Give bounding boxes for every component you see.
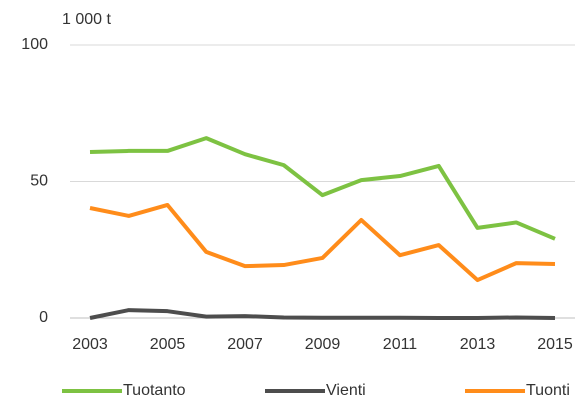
series-line [89, 202, 556, 283]
legend-label: Vienti [326, 382, 366, 399]
series-line [89, 308, 556, 320]
y-tick-label: 50 [30, 173, 48, 190]
x-tick-label: 2009 [305, 336, 341, 353]
x-tick-label: 2005 [150, 336, 186, 353]
x-tick-label: 2007 [227, 336, 263, 353]
legend-label: Tuonti [526, 382, 570, 399]
legend-label: Tuotanto [123, 382, 186, 399]
y-tick-label: 0 [39, 309, 48, 326]
x-tick-label: 2011 [383, 336, 418, 353]
series-line [89, 136, 556, 241]
x-tick-label: 2015 [537, 336, 573, 353]
x-tick-label: 2003 [72, 336, 108, 353]
y-axis-label: 1 000 t [62, 11, 111, 28]
y-tick-label: 100 [21, 36, 48, 53]
x-tick-label: 2013 [460, 336, 496, 353]
